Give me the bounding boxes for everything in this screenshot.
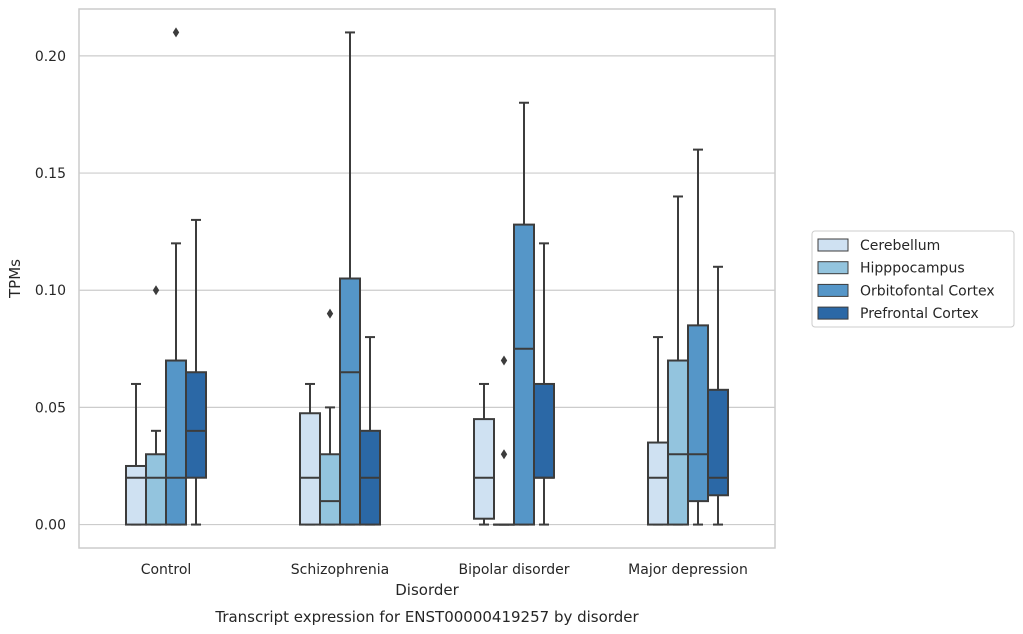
- box-iqr: [319, 453, 341, 526]
- box-iqr: [185, 371, 207, 479]
- plot-area: [125, 27, 729, 526]
- legend-label: Hipppocampus: [860, 261, 965, 277]
- legend-swatch: [817, 238, 849, 252]
- box-iqr: [339, 277, 361, 526]
- x-axis-ticks: Control Schizophrenia Bipolar disorder Majo…: [141, 562, 748, 578]
- x-axis-title: Disorder: [395, 581, 459, 599]
- outlier-point: [500, 449, 508, 460]
- box-1-3: [667, 195, 689, 526]
- box-2-3: [687, 148, 709, 526]
- box-iqr: [667, 359, 689, 526]
- outlier-point: [326, 308, 334, 319]
- box-0-2: [473, 382, 495, 526]
- y-axis-ticks: 0.00 0.05 0.10 0.15 0.20: [35, 49, 66, 534]
- box-3-3: [707, 265, 729, 526]
- y-tick-label: 0.20: [35, 49, 66, 65]
- chart-title: Transcript expression for ENST0000041925…: [214, 608, 639, 626]
- box-iqr: [145, 453, 167, 526]
- box-1-2: [493, 355, 515, 526]
- box-iqr: [299, 412, 321, 526]
- box-iqr: [707, 388, 729, 497]
- box-iqr: [513, 223, 535, 526]
- outlier-point: [500, 355, 508, 366]
- outlier-point: [152, 285, 160, 296]
- legend-swatch: [817, 283, 849, 297]
- legend-label: Orbitofontal Cortex: [860, 283, 995, 299]
- box-0-0: [125, 382, 147, 526]
- y-tick-label: 0.00: [35, 518, 66, 534]
- y-tick-label: 0.15: [35, 166, 66, 182]
- plot-frame: [78, 8, 776, 549]
- box-iqr: [165, 359, 187, 526]
- box-2-1: [339, 31, 361, 526]
- box-iqr: [473, 418, 495, 520]
- legend-swatch: [817, 306, 849, 320]
- y-tick-label: 0.05: [35, 400, 66, 416]
- box-iqr: [647, 441, 669, 526]
- x-tick-label: Control: [141, 562, 192, 578]
- outlier-point: [172, 27, 180, 38]
- box-0-1: [299, 382, 321, 526]
- box-iqr: [125, 464, 147, 526]
- box-1-0: [145, 285, 167, 526]
- x-tick-label: Bipolar disorder: [458, 562, 569, 578]
- legend: Cerebellum Hipppocampus Orbitofontal Corte…: [811, 230, 1015, 328]
- y-axis-title: TPMs: [6, 259, 24, 299]
- box-2-2: [513, 101, 535, 526]
- box-2-0: [165, 27, 187, 526]
- box-1-1: [319, 308, 341, 526]
- x-tick-label: Major depression: [628, 562, 748, 578]
- box-iqr: [687, 324, 709, 503]
- legend-frame: [811, 230, 1015, 328]
- x-tick-label: Schizophrenia: [291, 562, 389, 578]
- box-iqr: [533, 382, 555, 479]
- legend-swatch: [817, 261, 849, 275]
- box-3-0: [185, 218, 207, 526]
- box-0-3: [647, 336, 669, 526]
- box-3-2: [533, 242, 555, 526]
- y-tick-label: 0.10: [35, 283, 66, 299]
- box-3-1: [359, 336, 381, 526]
- legend-label: Cerebellum: [860, 238, 940, 254]
- legend-label: Prefrontal Cortex: [860, 306, 979, 322]
